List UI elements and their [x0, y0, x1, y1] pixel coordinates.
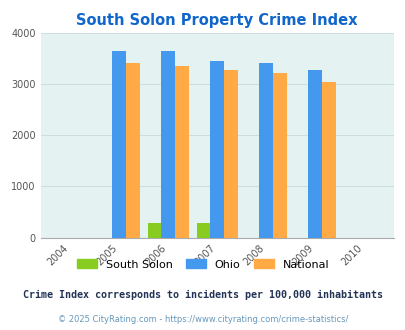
Bar — [308, 70, 322, 238]
Text: © 2025 CityRating.com - https://www.cityrating.com/crime-statistics/: © 2025 CityRating.com - https://www.city… — [58, 315, 347, 324]
Legend: South Solon, Ohio, National: South Solon, Ohio, National — [72, 255, 333, 274]
Bar — [147, 223, 161, 238]
Bar — [112, 51, 126, 238]
Title: South Solon Property Crime Index: South Solon Property Crime Index — [76, 13, 357, 28]
Bar — [210, 61, 224, 238]
Bar — [196, 223, 210, 238]
Bar — [175, 66, 188, 238]
Text: Crime Index corresponds to incidents per 100,000 inhabitants: Crime Index corresponds to incidents per… — [23, 290, 382, 300]
Bar — [259, 63, 273, 238]
Bar — [322, 82, 335, 238]
Bar — [224, 70, 237, 238]
Bar — [161, 51, 175, 238]
Bar — [273, 73, 286, 238]
Bar — [126, 63, 139, 238]
